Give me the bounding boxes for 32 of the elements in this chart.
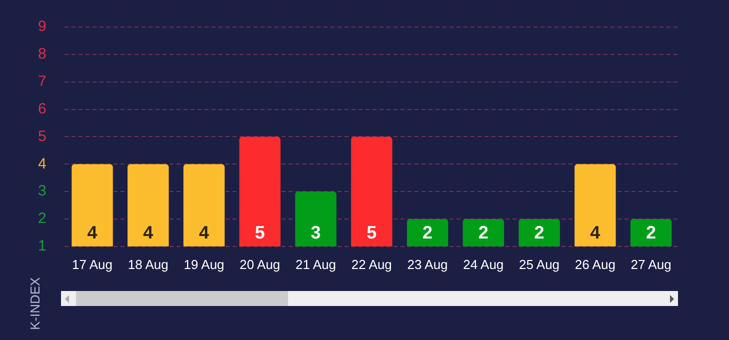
x-tick-label: 22 Aug [351,256,392,272]
x-tick-label: 20 Aug [240,256,280,272]
data-label: 3 [310,222,321,242]
x-tick-label: 26 Aug [574,256,616,272]
x-tick-label: 24 Aug [463,256,504,272]
data-label: 4 [143,222,154,242]
y-tick-label: 3 [38,182,46,200]
y-tick-label: 9 [38,18,46,36]
y-tick-label: 7 [38,72,46,90]
y-tick-label: 4 [38,155,46,172]
y-tick-label: 8 [38,46,46,63]
y-axis-title: K-INDEX [28,276,43,330]
y-tick-label: 1 [38,238,46,255]
data-label: 2 [478,222,488,242]
data-label: 4 [590,222,600,242]
data-label: 4 [87,222,98,242]
x-tick-label: 23 Aug [407,256,448,272]
data-label: 2 [422,222,433,242]
x-tick-label: 17 Aug [72,256,113,272]
y-tick-label: 5 [38,128,46,145]
x-tick-label: 21 Aug [296,256,336,272]
x-tick-label: 18 Aug [128,256,168,272]
x-tick-label: 25 Aug [519,256,560,272]
data-label: 5 [366,222,377,242]
data-label: 2 [534,222,544,242]
data-label: 4 [199,222,210,242]
data-label: 5 [254,222,265,242]
y-tick-label: 2 [38,210,46,228]
x-tick-label: 27 Aug [630,256,672,272]
y-tick-label: 6 [38,100,46,118]
data-label: 2 [646,222,656,242]
x-tick-label: 19 Aug [184,256,224,272]
